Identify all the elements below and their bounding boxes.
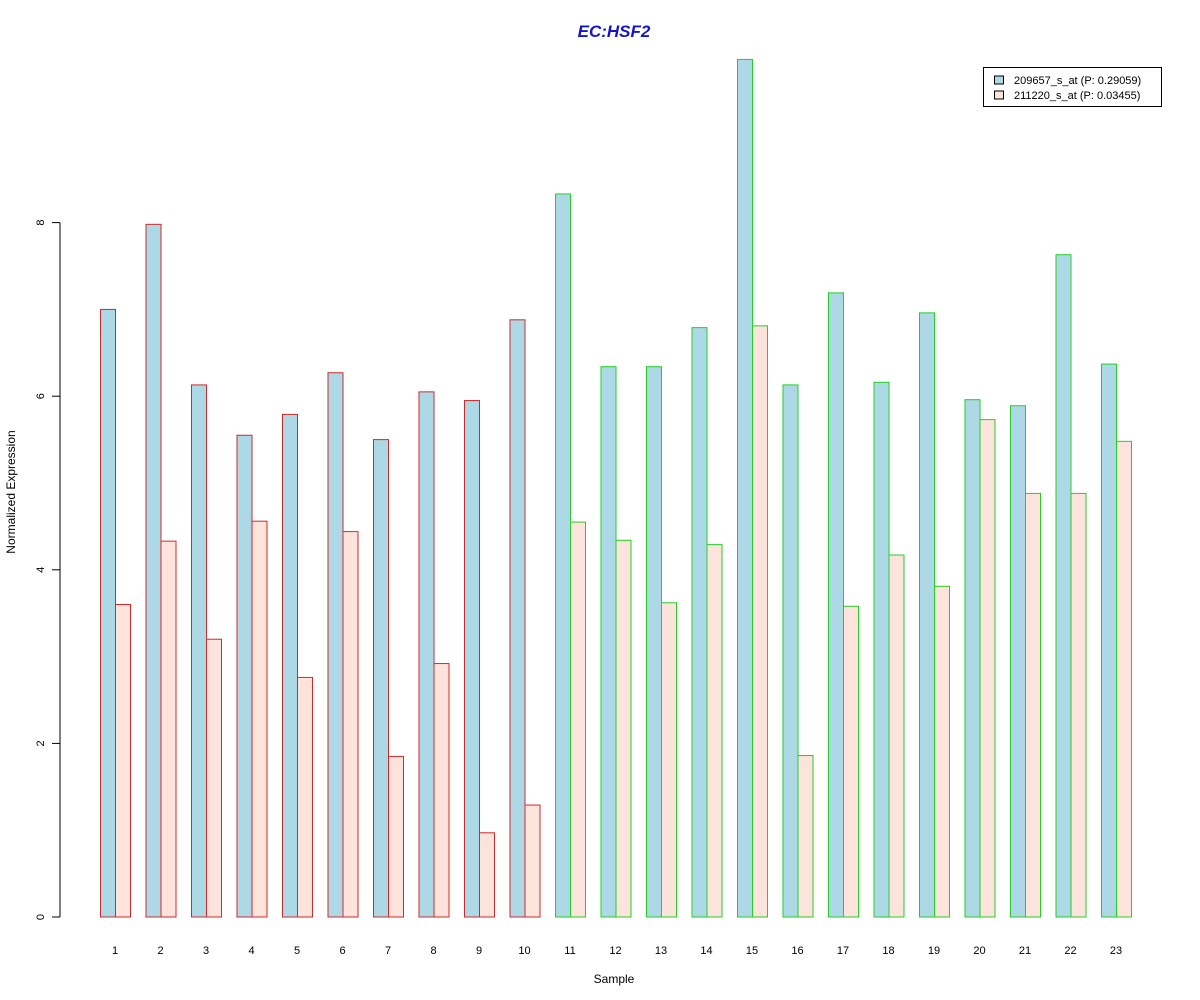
x-tick-label: 23 xyxy=(1110,945,1122,957)
bar-s1-sample-1 xyxy=(100,308,116,918)
bar-s2-sample-3 xyxy=(206,638,222,918)
x-tick-label: 20 xyxy=(973,945,985,957)
bar-s2-sample-20 xyxy=(979,419,996,918)
bar-s1-sample-9 xyxy=(464,400,480,918)
bar-s2-sample-7 xyxy=(388,755,404,918)
bar-s1-sample-19 xyxy=(919,312,935,918)
bar-s2-sample-21 xyxy=(1025,492,1041,918)
x-tick-label: 11 xyxy=(564,945,575,957)
y-tick-label: 4 xyxy=(35,567,47,573)
x-tick-label: 18 xyxy=(882,945,894,957)
bar-s1-sample-12 xyxy=(600,366,617,918)
x-tick-label: 22 xyxy=(1064,945,1076,957)
x-tick-label: 16 xyxy=(791,945,803,957)
x-tick-label: 12 xyxy=(609,945,621,957)
bar-s2-sample-13 xyxy=(661,602,677,918)
x-tick-label: 21 xyxy=(1019,945,1031,957)
y-tick-label: 2 xyxy=(35,740,47,746)
bar-s1-sample-16 xyxy=(782,384,799,918)
x-tick-label: 1 xyxy=(112,945,118,957)
bar-s1-sample-4 xyxy=(236,434,253,918)
bar-s1-sample-21 xyxy=(1010,405,1026,918)
x-tick-label: 4 xyxy=(248,945,254,957)
y-axis: 0 2 4 6 8 xyxy=(35,220,61,920)
legend-entry: 209657_s_at (P: 0.29059) xyxy=(1014,75,1141,87)
bar-s1-sample-14 xyxy=(691,327,708,918)
x-tick-label: 2 xyxy=(157,945,163,957)
bar-s1-sample-13 xyxy=(646,366,662,918)
bar-s1-sample-18 xyxy=(873,381,890,918)
bar-s2-sample-23 xyxy=(1116,440,1132,918)
y-tick-label: 6 xyxy=(35,393,47,399)
bar-s1-sample-23 xyxy=(1101,363,1117,918)
bar-s2-sample-4 xyxy=(251,520,268,918)
x-tick-label: 9 xyxy=(476,945,482,957)
bar-s1-sample-20 xyxy=(964,399,981,918)
bar-s2-sample-18 xyxy=(888,554,905,918)
x-tick-label: 7 xyxy=(385,945,391,957)
bar-s2-sample-15 xyxy=(752,325,768,918)
x-tick-label: 10 xyxy=(518,945,530,957)
x-tick-label: 15 xyxy=(746,945,758,957)
bar-s2-sample-22 xyxy=(1070,492,1087,918)
bar-s2-sample-5 xyxy=(297,676,313,918)
x-tick-label: 19 xyxy=(928,945,940,957)
legend-box xyxy=(983,67,1162,107)
bar-s2-sample-8 xyxy=(433,663,450,918)
bar-s2-sample-14 xyxy=(706,544,723,918)
x-axis-label: Sample xyxy=(594,972,635,986)
y-axis-label: Normalized Expression xyxy=(4,430,18,553)
bar-s1-sample-17 xyxy=(828,292,844,918)
x-tick-label: 6 xyxy=(339,945,345,957)
bar-s2-sample-19 xyxy=(934,585,950,918)
x-tick-label: 8 xyxy=(430,945,436,957)
bar-s2-sample-12 xyxy=(615,539,632,918)
bar-s1-sample-22 xyxy=(1055,254,1072,918)
legend-swatch xyxy=(994,90,1004,100)
y-tick-label: 0 xyxy=(35,914,47,920)
bar-s2-sample-11 xyxy=(570,521,586,918)
bar-s1-sample-2 xyxy=(145,223,162,918)
bar-s2-sample-10 xyxy=(524,804,541,918)
bar-s2-sample-1 xyxy=(115,604,131,918)
x-tick-label: 3 xyxy=(203,945,209,957)
bar-s1-sample-15 xyxy=(737,58,753,918)
bar-s2-sample-9 xyxy=(479,832,495,918)
x-tick-label: 5 xyxy=(294,945,300,957)
x-tick-label: 17 xyxy=(837,945,849,957)
bar-s2-sample-16 xyxy=(797,755,814,918)
x-tick-labels: 1 2 3 4 5 6 7 8 9 10 11 12 13 14 15 16 17 18 19 20 21 22 23 xyxy=(112,945,1122,957)
bar-s2-sample-17 xyxy=(843,605,859,918)
x-tick-label: 13 xyxy=(655,945,667,957)
y-tick-label: 8 xyxy=(35,220,47,226)
bar-s2-sample-6 xyxy=(342,531,359,918)
bar-s1-sample-7 xyxy=(373,439,389,918)
bar-s1-sample-8 xyxy=(418,391,435,918)
bar-s1-sample-6 xyxy=(327,372,344,918)
legend: 209657_s_at (P: 0.29059) 211220_s_at (P: … xyxy=(983,67,1162,107)
bar-s1-sample-11 xyxy=(555,193,571,918)
bar-s2-sample-2 xyxy=(160,540,177,918)
legend-swatch xyxy=(994,75,1004,85)
chart-title: EC:HSF2 xyxy=(578,22,651,41)
x-tick-label: 14 xyxy=(700,945,712,957)
bar-s1-sample-10 xyxy=(509,319,526,918)
bar-s1-sample-3 xyxy=(191,384,207,918)
bar-s1-sample-5 xyxy=(282,413,298,918)
legend-entry: 211220_s_at (P: 0.03455) xyxy=(1014,90,1140,102)
bars-group xyxy=(100,58,1132,918)
